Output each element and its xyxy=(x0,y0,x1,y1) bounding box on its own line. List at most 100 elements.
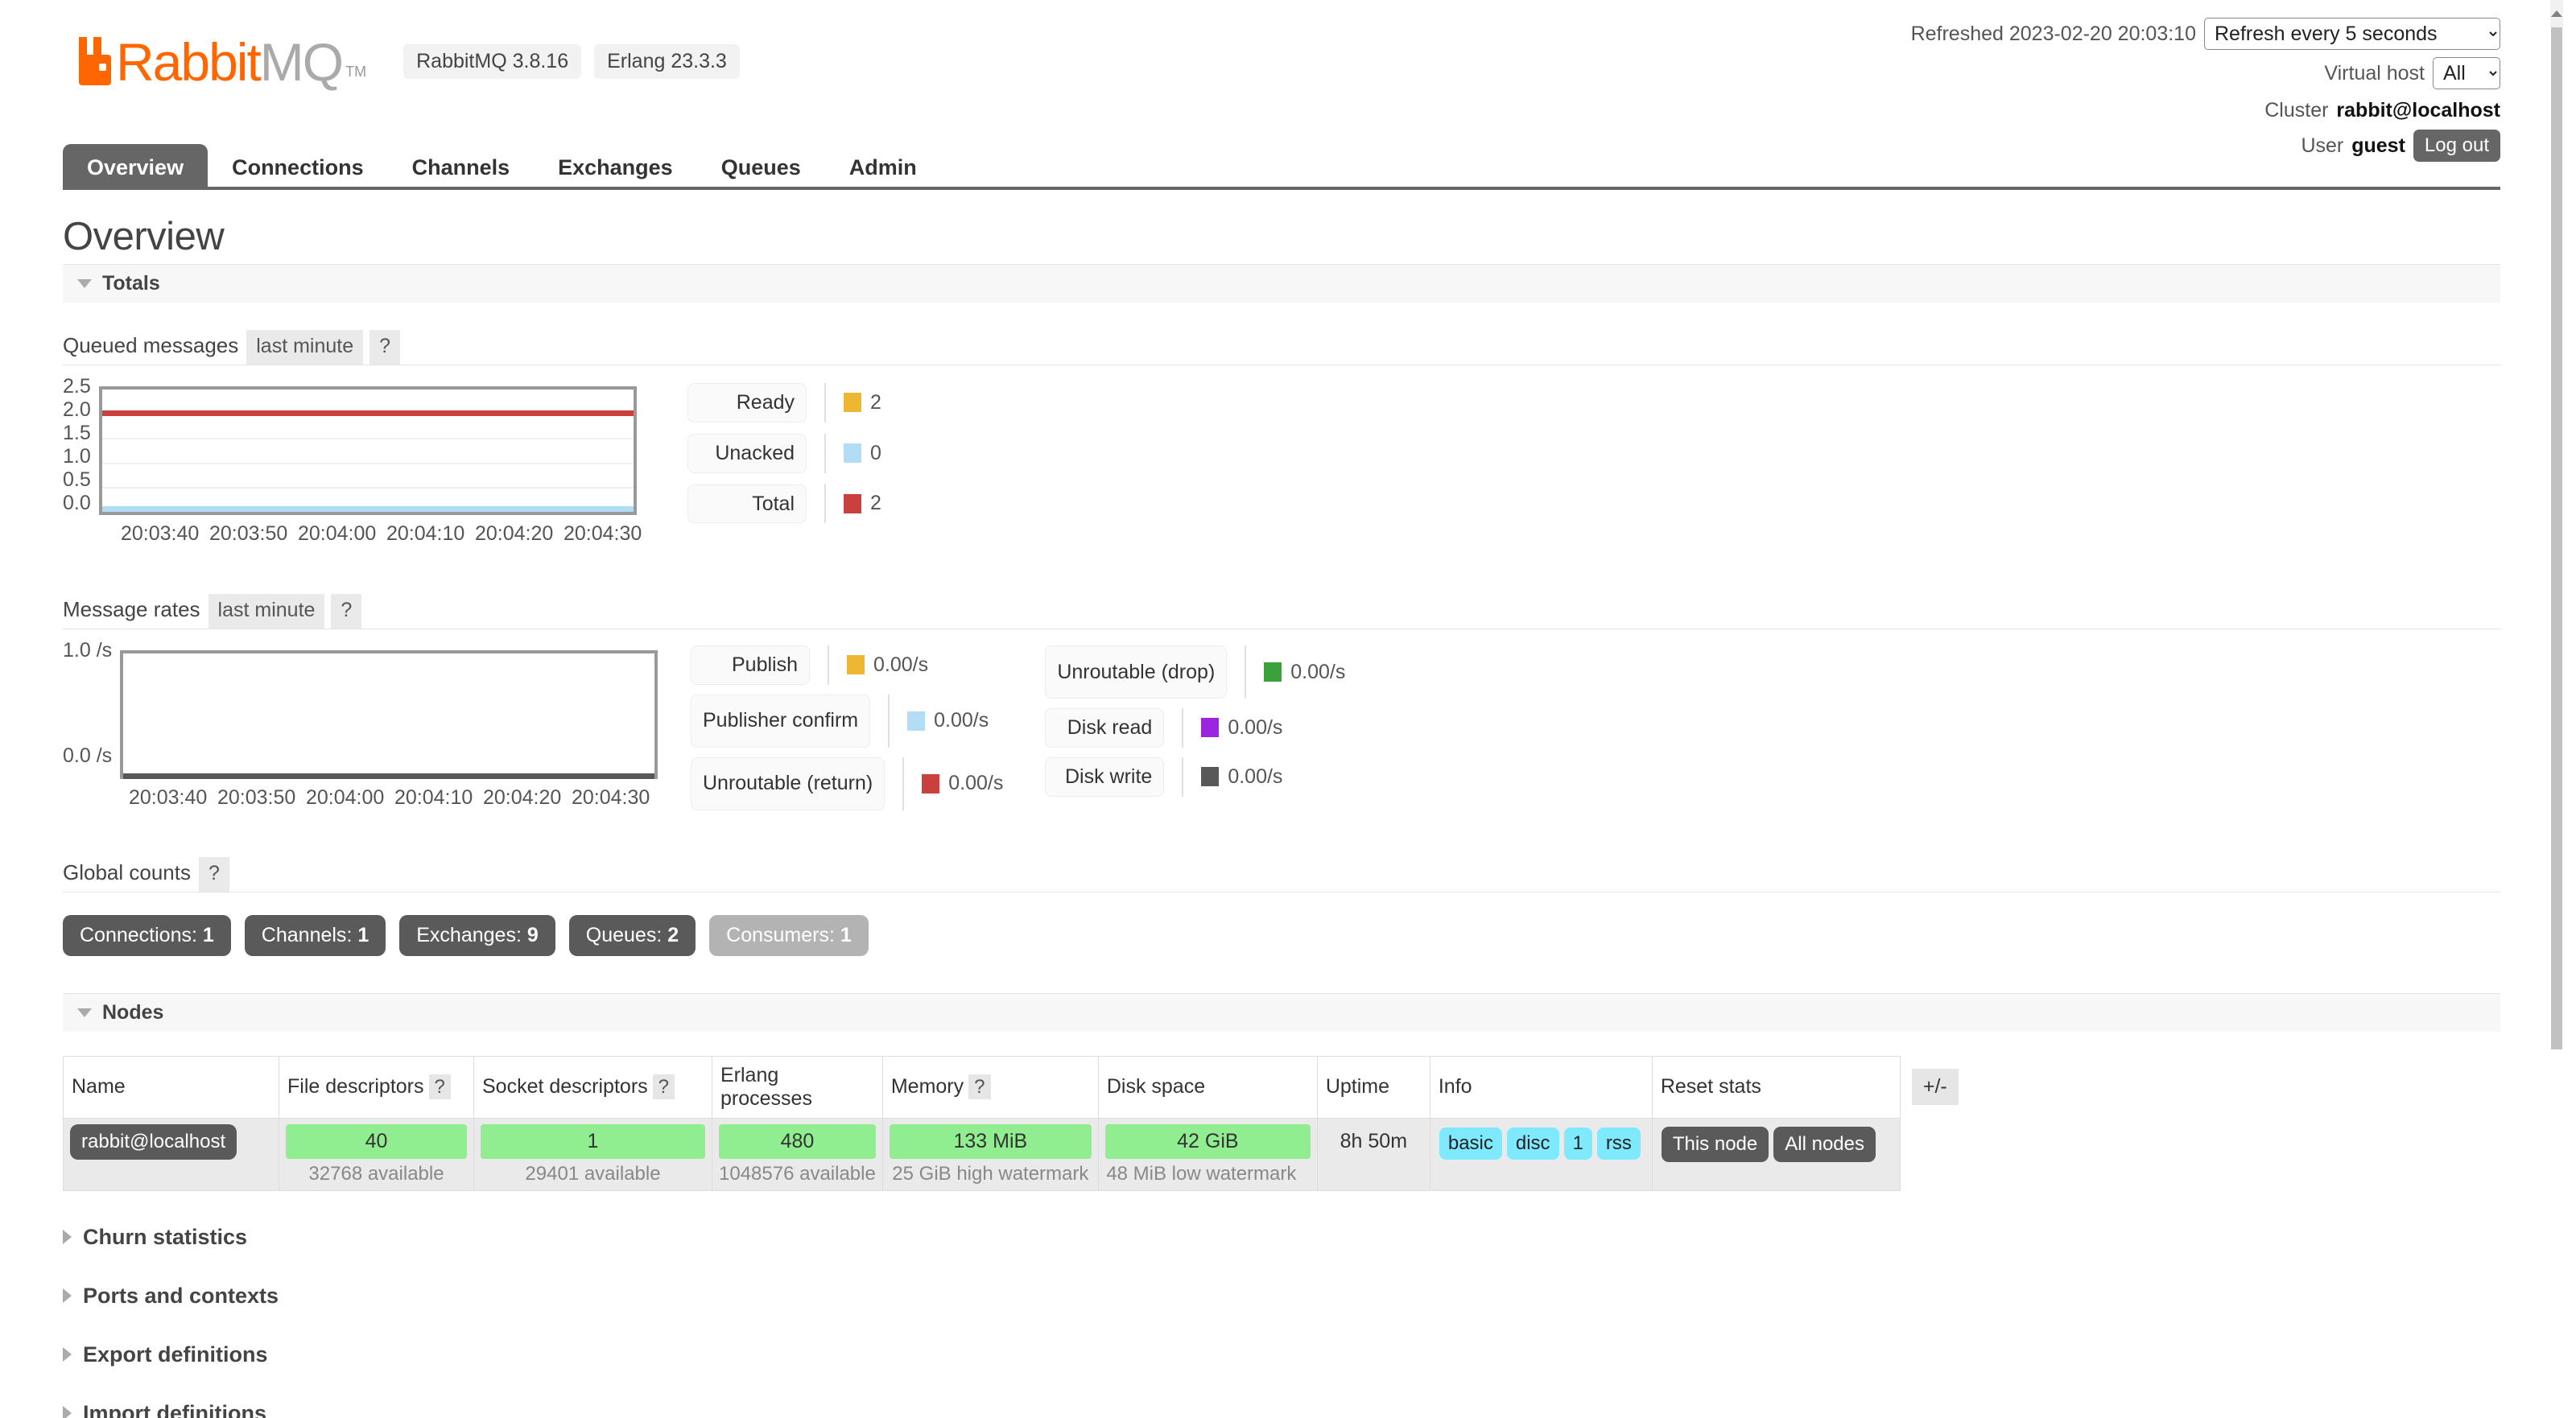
section-label-import-definitions: Import definitions xyxy=(83,1400,266,1418)
count-label-exchanges: Exchanges xyxy=(416,923,516,946)
header-controls: Refreshed 2023-02-20 20:03:10 Refresh ev… xyxy=(1911,18,2500,167)
column-header-socket-descriptors[interactable]: Socket descriptors? xyxy=(473,1055,712,1119)
count-label-channels: Channels xyxy=(261,923,347,946)
legend-button-ready[interactable]: Ready xyxy=(687,383,807,423)
legend-button-total[interactable]: Total xyxy=(687,484,807,524)
count-button-channels[interactable]: Channels: 1 xyxy=(244,914,386,956)
queued-help-icon[interactable]: ? xyxy=(369,330,401,365)
queued-chart: 2.5 2.0 1.5 1.0 0.5 0.0 xyxy=(63,375,652,546)
legend-button-disk-read[interactable]: Disk read xyxy=(1045,708,1165,748)
refresh-interval-select[interactable]: Refresh every 5 seconds xyxy=(2204,18,2500,50)
vertical-scrollbar[interactable] xyxy=(2550,0,2563,1418)
legend-button-publisher-confirm[interactable]: Publisher confirm xyxy=(691,694,871,748)
section-label-export-definitions: Export definitions xyxy=(83,1342,268,1366)
tab-channels[interactable]: Channels xyxy=(411,155,510,179)
app-header: RabbitMQ TM RabbitMQ 3.8.16 Erlang 23.3.… xyxy=(0,0,2563,190)
section-churn-statistics[interactable]: Churn statistics xyxy=(63,1225,2500,1250)
scrollbar-thumb[interactable] xyxy=(2551,27,2562,1049)
col-label: Socket descriptors xyxy=(482,1075,648,1099)
info-tag-count[interactable]: 1 xyxy=(1563,1127,1592,1160)
y-tick: 0.5 xyxy=(63,468,91,491)
col-label: Reset stats xyxy=(1660,1075,1761,1099)
logout-button[interactable]: Log out xyxy=(2413,130,2500,162)
user-row: User guest Log out xyxy=(1911,130,2500,162)
section-ports-and-contexts[interactable]: Ports and contexts xyxy=(63,1284,2500,1309)
cell-socket-descriptors: 1 29401 available xyxy=(473,1117,712,1191)
nav-underline xyxy=(63,187,2500,190)
help-icon-file-descriptors[interactable]: ? xyxy=(428,1074,451,1100)
legend-swatch-unroutable-return xyxy=(922,773,940,794)
column-header-disk-space[interactable]: Disk space xyxy=(1097,1055,1318,1119)
info-tag-disc[interactable]: disc xyxy=(1506,1127,1559,1160)
scrollbar-up-button[interactable] xyxy=(2550,0,2563,27)
y-tick: 1.0 /s xyxy=(63,639,113,662)
info-tag-rss[interactable]: rss xyxy=(1596,1127,1641,1160)
help-icon-memory[interactable]: ? xyxy=(968,1074,991,1100)
nodes-table-header-row: Name File descriptors? Socket descriptor… xyxy=(63,1055,1967,1119)
tab-queues[interactable]: Queues xyxy=(720,155,801,179)
legend-row-disk-write: Disk write 0.00/s xyxy=(1045,756,1345,797)
column-header-name[interactable]: Name xyxy=(63,1055,279,1119)
legend-swatch-total xyxy=(844,493,861,513)
column-header-uptime[interactable]: Uptime xyxy=(1316,1055,1430,1119)
section-header-nodes[interactable]: Nodes xyxy=(63,992,2500,1032)
legend-button-disk-write[interactable]: Disk write xyxy=(1045,756,1165,797)
rates-chart: 1.0 /s 0.0 /s 20:03:40 20:03:50 20:04:00… xyxy=(63,639,660,810)
count-button-queues[interactable]: Queues: 2 xyxy=(568,914,696,956)
y-tick: 2.5 xyxy=(63,375,91,398)
caret-right-icon xyxy=(63,1406,72,1418)
count-value-exchanges: 9 xyxy=(526,923,539,946)
count-button-consumers[interactable]: Consumers: 1 xyxy=(709,914,869,956)
disk-space-value: 42 GiB xyxy=(1104,1123,1311,1159)
section-export-definitions[interactable]: Export definitions xyxy=(63,1342,2500,1367)
main-nav: Overview Connections Channels Exchanges … xyxy=(63,144,941,190)
column-header-info[interactable]: Info xyxy=(1429,1055,1653,1119)
user-label: User xyxy=(2301,134,2344,157)
count-button-connections[interactable]: Connections: 1 xyxy=(63,914,231,956)
message-rates-chart-block: 1.0 /s 0.0 /s 20:03:40 20:03:50 20:04:00… xyxy=(63,639,2500,810)
x-tick: 20:03:50 xyxy=(209,522,288,545)
global-counts-help-icon[interactable]: ? xyxy=(198,856,229,892)
rates-plot-area xyxy=(120,650,658,779)
queued-period-toggle[interactable]: last minute xyxy=(246,330,364,365)
queued-y-axis: 2.5 2.0 1.5 1.0 0.5 0.0 xyxy=(63,375,99,514)
legend-swatch-ready xyxy=(844,393,861,413)
legend-button-publish[interactable]: Publish xyxy=(691,645,810,685)
global-counts-subheader: Global counts ? xyxy=(63,855,2500,892)
tab-overview[interactable]: Overview xyxy=(63,144,208,190)
column-header-erlang-processes[interactable]: Erlang processes xyxy=(712,1055,883,1119)
info-tag-basic[interactable]: basic xyxy=(1439,1127,1502,1160)
cluster-label: Cluster xyxy=(2264,98,2329,122)
nodes-table: Name File descriptors? Socket descriptor… xyxy=(63,1055,1967,1191)
node-name-link[interactable]: rabbit@localhost xyxy=(70,1123,237,1160)
series-line-total xyxy=(101,410,634,416)
file-descriptors-value: 40 xyxy=(286,1123,467,1159)
y-tick: 2.0 xyxy=(63,398,91,421)
reset-all-nodes-button[interactable]: All nodes xyxy=(1773,1126,1876,1162)
rates-help-icon[interactable]: ? xyxy=(331,594,362,629)
tab-exchanges[interactable]: Exchanges xyxy=(558,155,673,179)
legend-value-unroutable-drop: 0.00/s xyxy=(1290,660,1346,683)
rates-period-toggle[interactable]: last minute xyxy=(208,594,325,629)
socket-descriptors-value: 1 xyxy=(481,1123,705,1159)
x-tick: 20:04:00 xyxy=(298,522,377,545)
count-button-exchanges[interactable]: Exchanges: 9 xyxy=(399,914,555,956)
column-header-file-descriptors[interactable]: File descriptors? xyxy=(279,1055,474,1119)
legend-button-unroutable-drop[interactable]: Unroutable (drop) xyxy=(1045,645,1228,699)
legend-value-disk-read: 0.00/s xyxy=(1228,715,1283,739)
tab-connections[interactable]: Connections xyxy=(232,155,364,179)
vhost-select[interactable]: All xyxy=(2433,57,2500,89)
section-import-definitions[interactable]: Import definitions xyxy=(63,1401,2500,1418)
help-icon-socket-descriptors[interactable]: ? xyxy=(652,1074,675,1100)
column-toggle-button[interactable]: +/- xyxy=(1911,1069,1959,1106)
reset-this-node-button[interactable]: This node xyxy=(1661,1126,1769,1162)
column-header-memory[interactable]: Memory? xyxy=(881,1055,1099,1119)
brand-logo[interactable]: RabbitMQ TM RabbitMQ 3.8.16 Erlang 23.3.… xyxy=(77,35,740,89)
section-header-totals[interactable]: Totals xyxy=(63,264,2500,303)
tab-admin[interactable]: Admin xyxy=(848,155,917,179)
legend-swatch-publish xyxy=(847,655,865,675)
column-header-reset-stats[interactable]: Reset stats xyxy=(1651,1055,1901,1119)
legend-button-unacked[interactable]: Unacked xyxy=(687,433,807,473)
legend-button-unroutable-return[interactable]: Unroutable (return) xyxy=(691,756,886,810)
